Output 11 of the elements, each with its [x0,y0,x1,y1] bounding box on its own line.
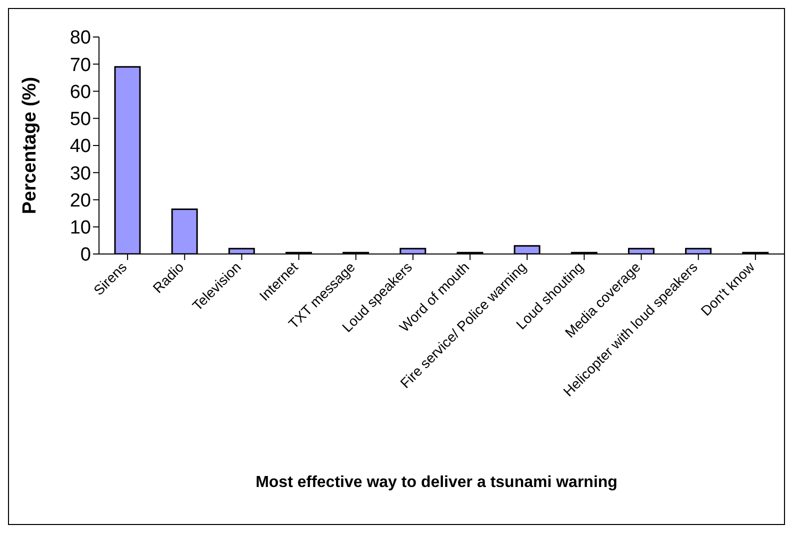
y-tick-label: 60 [70,82,91,103]
y-tick-label: 40 [70,136,91,158]
y-tick-label: 10 [70,218,91,239]
y-tick-label: 30 [70,163,91,184]
y-tick-label: 50 [70,109,91,130]
y-tick-label: 20 [70,190,91,212]
y-axis-title: Percentage (%) [20,76,41,214]
y-tick-label: 70 [70,54,91,76]
y-tick-label: 80 [70,28,91,49]
y-tick-label: 0 [80,244,91,266]
x-axis-title: Most effective way to deliver a tsunami warning [254,474,618,492]
